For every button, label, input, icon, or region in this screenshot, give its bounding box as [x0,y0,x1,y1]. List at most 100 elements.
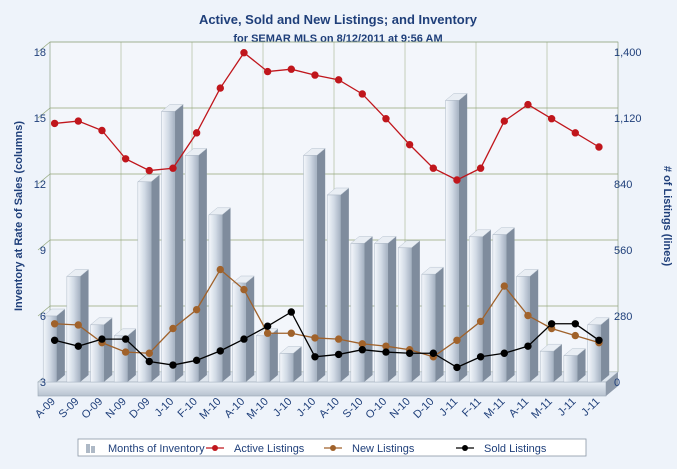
bar [232,282,247,383]
bar-side [198,148,207,382]
bar-side [411,240,420,382]
bar-side [340,188,349,382]
active-listings-point [453,176,461,184]
active-listings-point [547,115,556,123]
bar [137,181,152,383]
bar-column[interactable] [184,148,208,383]
bar-side [506,227,515,382]
active-listings-point [121,155,130,163]
x-tick-label: D-09 [127,396,152,421]
bar-column[interactable] [160,104,184,383]
x-tick-label: M-11 [482,396,508,422]
bar-column[interactable] [563,348,587,383]
bar-column[interactable] [373,236,397,383]
bar-side [127,328,136,382]
new-listings-point [216,265,225,274]
sold-listings-point [476,353,485,361]
active-listings-point [287,65,295,73]
bar-side [577,348,586,382]
x-tick-label: S-10 [341,396,366,421]
bar-column[interactable] [539,343,563,383]
sold-listings-point [287,308,295,316]
bar-column[interactable] [397,240,421,383]
bar [563,355,578,383]
legend-marker-icon [330,445,336,451]
legend-entry: Months of Inventory [86,443,205,455]
x-tick-label: A-10 [317,396,342,421]
active-listings-point [50,119,59,128]
new-listings-point [263,329,272,337]
bar [161,111,176,383]
bar-column[interactable] [137,174,161,383]
bar-column[interactable] [208,207,232,383]
bar [374,243,389,383]
bar-column[interactable] [89,317,113,383]
gridline-side [37,239,51,251]
gridline-side [37,305,51,317]
x-tick-label: J-10 [295,396,319,420]
x-tick-label: A-09 [33,396,58,421]
bar-column[interactable] [42,308,66,383]
x-tick-label: M-10 [245,396,271,422]
y-tick-label: 6 [40,311,46,323]
bar-column[interactable] [492,227,516,383]
new-listings-point [145,349,154,357]
bar [184,155,199,383]
sold-listings-point [500,349,508,357]
active-listings-point [595,143,603,151]
bar [492,234,507,383]
bar [397,247,412,383]
bar-column[interactable] [350,236,374,383]
new-listings-point [571,331,579,340]
x-tick-label: F-10 [175,396,199,420]
bar-side [529,269,539,382]
sold-listings-line [54,311,600,369]
x-tick-label: J-11 [556,396,579,419]
bar-column[interactable] [444,93,468,383]
bar-side [364,236,373,382]
legend-marker-icon [462,445,468,451]
legend-bar-icon [91,446,95,453]
new-listings-point [524,311,532,320]
new-listings-point [500,282,508,290]
bar-column[interactable] [302,148,326,383]
bar-column[interactable] [326,187,350,383]
legend-entry: Active Listings [206,443,305,455]
y2-tick-label: 0 [614,377,620,389]
sold-listings-point [216,347,225,355]
chart-floor-front [37,381,607,397]
sold-listings-point [192,356,201,365]
bar-column[interactable] [231,275,255,383]
bar-column[interactable] [279,346,303,383]
gridline-side [37,41,51,53]
new-listings-point [169,324,177,333]
bar-column[interactable] [586,317,610,383]
y2-tick-label: 560 [614,245,632,257]
bar [350,243,365,383]
active-listings-point [476,164,485,172]
active-listings-point [145,166,154,175]
x-tick-label: N-10 [388,396,413,421]
active-listings-point [311,71,319,79]
bar-column[interactable] [468,229,492,383]
bar-side [174,104,184,383]
legend-entry: Sold Listings [456,443,547,455]
new-listings-point [240,285,248,294]
bar-side [222,207,231,382]
active-listings-point [500,117,508,125]
bar-side [80,269,89,382]
x-tick-label: A-10 [222,396,247,421]
sold-listings-point [50,336,59,344]
bar-column[interactable] [421,266,445,383]
bar-column[interactable] [66,269,90,383]
bar-column[interactable] [515,269,539,383]
x-tick-label: A-11 [507,396,531,420]
sold-listings-point [145,357,154,366]
bar-side [482,229,491,382]
new-listings-line [54,268,600,358]
legend-label: New Listings [352,443,415,455]
bar [90,324,105,383]
y-tick-label: 12 [34,179,46,191]
new-listings-point [334,335,343,343]
sold-listings-point [334,350,343,359]
